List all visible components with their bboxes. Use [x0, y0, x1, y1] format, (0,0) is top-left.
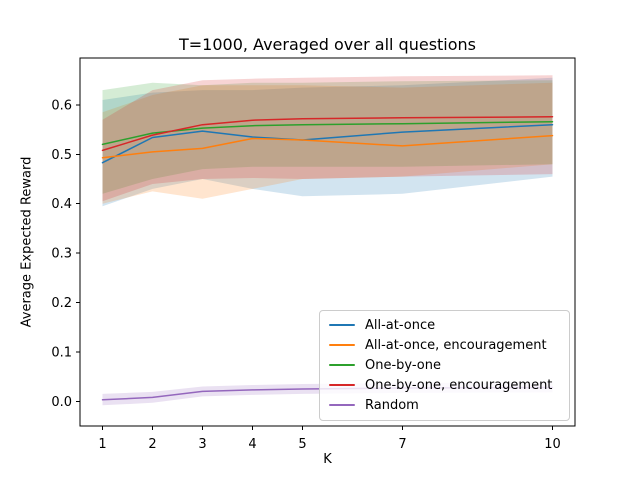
legend-item: All-at-once, encouragement	[327, 335, 569, 355]
legend-item-label: All-at-once	[365, 317, 436, 333]
x-tick-label: 2	[148, 437, 156, 452]
legend-line-sample	[329, 324, 355, 326]
x-tick-label: 7	[398, 437, 406, 452]
y-tick-label: 0.6	[51, 98, 72, 113]
series-line	[101, 116, 554, 152]
legend-item-label: One-by-one, encouragement	[365, 377, 553, 393]
y-tick-label: 0.2	[51, 296, 72, 311]
confidence-band	[102, 80, 553, 194]
legend-item: One-by-one	[327, 355, 569, 375]
legend-item-label: Random	[365, 397, 419, 413]
y-tick-label: 0.5	[51, 148, 72, 163]
legend-item-label: One-by-one	[365, 357, 442, 373]
y-tick-label: 0.4	[51, 197, 72, 212]
x-tick-label: 1	[98, 437, 106, 452]
legend-item-label: All-at-once, encouragement	[365, 337, 547, 353]
axes-spines	[79, 57, 576, 427]
confidence-band	[102, 82, 553, 204]
x-tick-label: 4	[248, 437, 256, 452]
x-tick-label: 3	[198, 437, 206, 452]
y-tick-label: 0.0	[51, 395, 72, 410]
y-tick-label: 0.1	[51, 345, 72, 360]
legend: All-at-once All-at-once, encouragement One…	[319, 310, 570, 421]
legend-item: All-at-once	[327, 315, 569, 335]
legend-line-sample	[329, 384, 355, 386]
legend-item: One-by-one, encouragement	[327, 375, 569, 395]
legend-line-sample	[329, 364, 355, 366]
legend-line-sample	[329, 404, 355, 406]
legend-item: Random	[327, 395, 569, 415]
series-line	[101, 134, 554, 159]
x-tick-label: 10	[544, 437, 561, 452]
y-tick-label: 0.3	[51, 247, 72, 262]
chart-title: T=1000, Averaged over all questions	[178, 35, 477, 54]
legend-line-sample	[329, 344, 355, 346]
series-line	[101, 123, 554, 164]
x-tick-label: 5	[298, 437, 306, 452]
series-line	[101, 120, 554, 146]
y-axis-label-text: Average Expected Reward	[19, 156, 35, 328]
x-axis-label: K	[323, 452, 332, 467]
